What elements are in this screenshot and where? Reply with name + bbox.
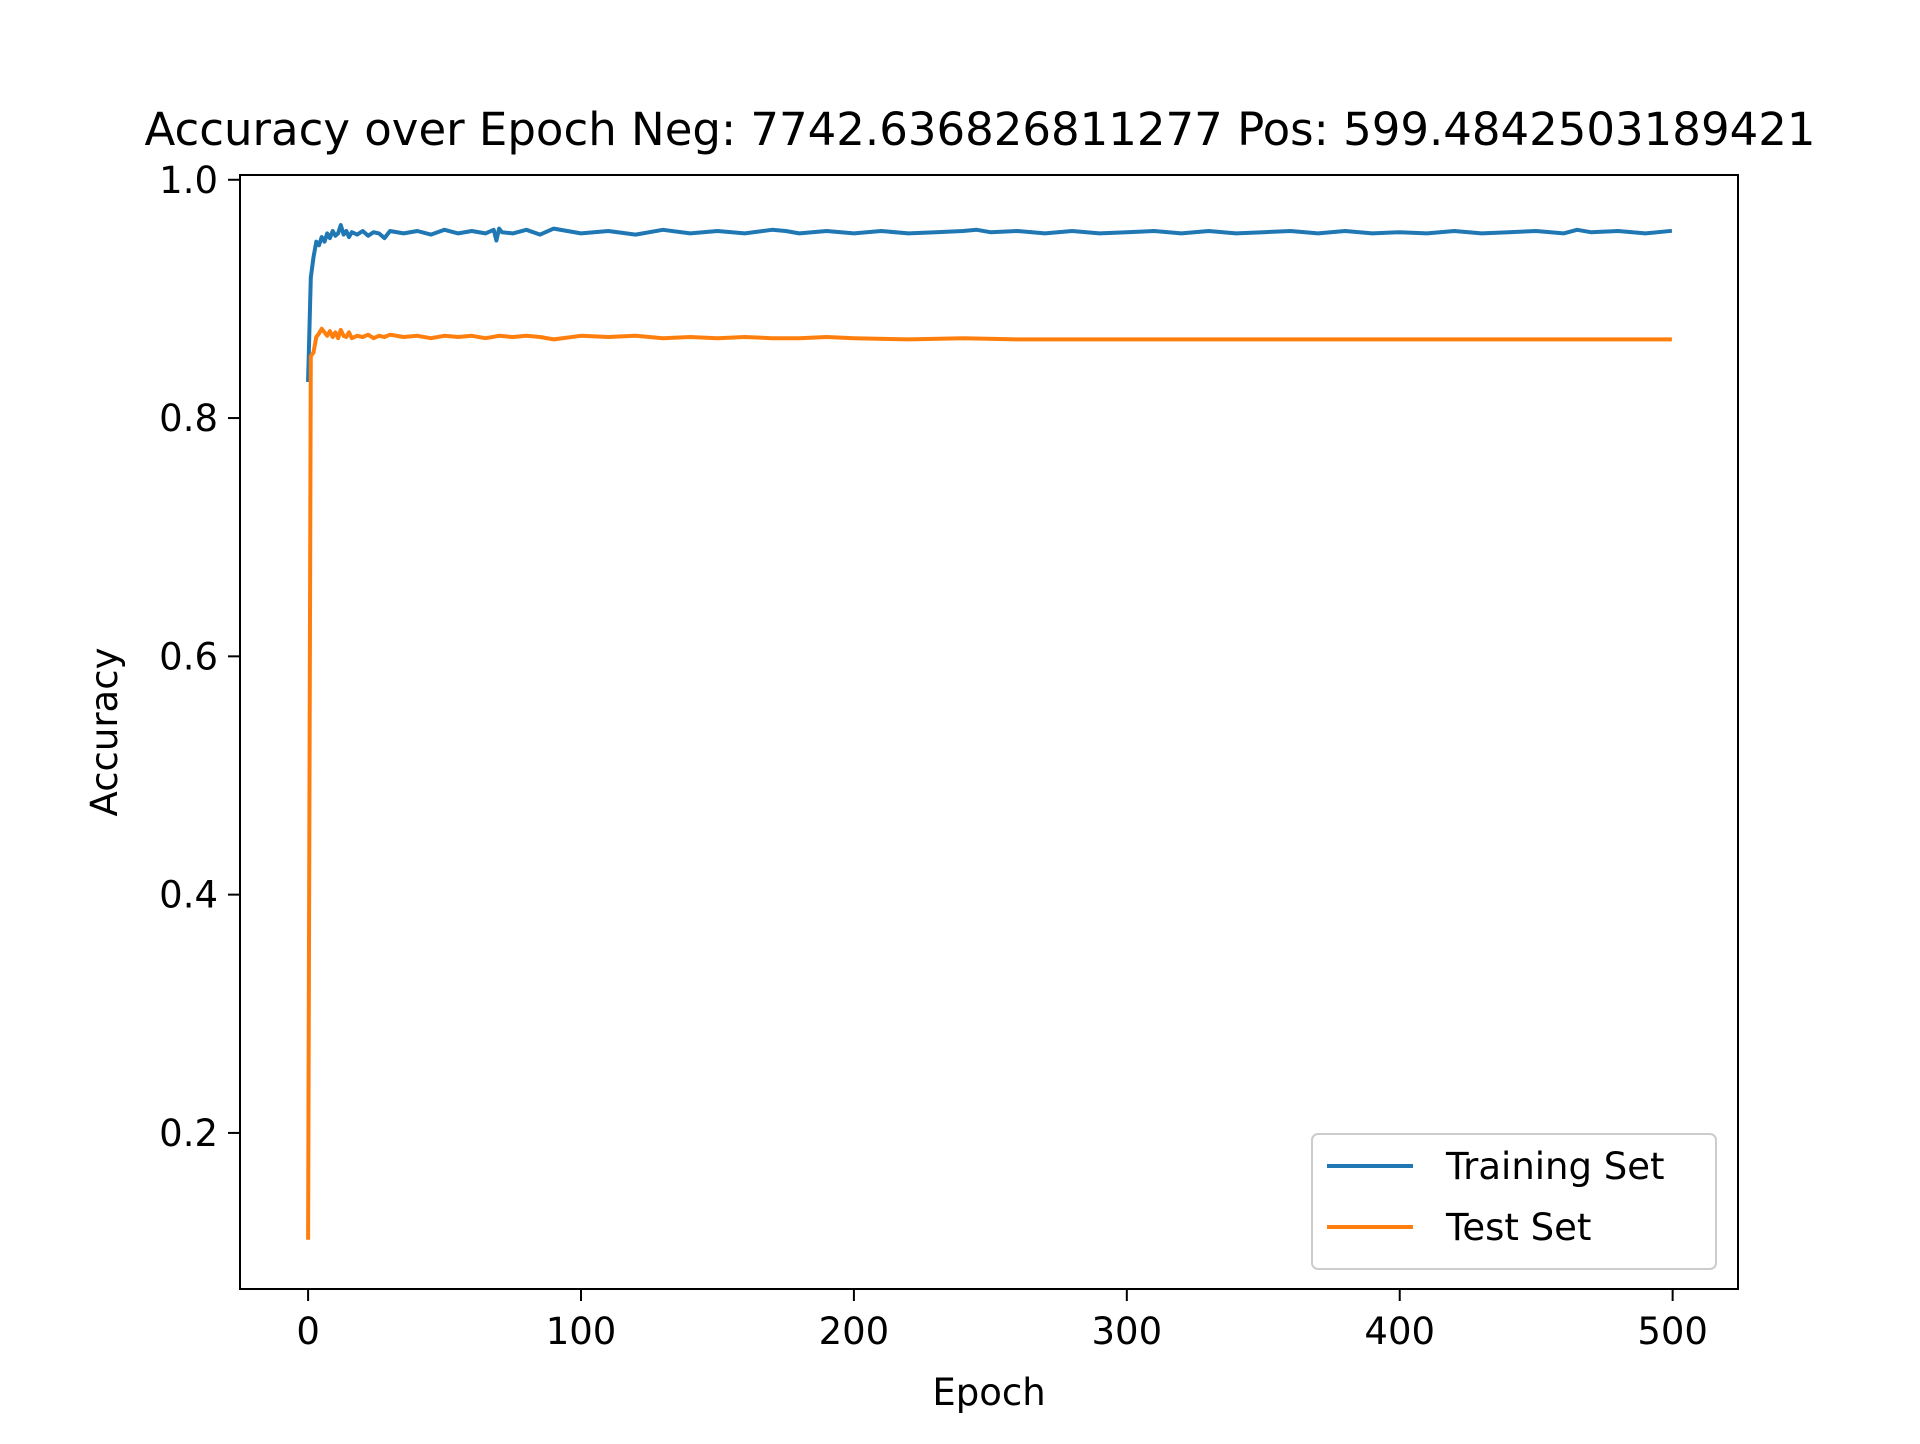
series-layer	[306, 223, 1673, 1240]
chart-title: Accuracy over Epoch Neg: 7742.6368268112…	[145, 103, 1816, 156]
training-set-line	[306, 223, 1673, 382]
y-tick-label: 0.4	[159, 874, 218, 917]
y-tick-label: 0.2	[159, 1112, 218, 1155]
legend: Training Set Test Set	[1311, 1133, 1717, 1270]
y-axis: 0.2 0.4 0.6 0.8 1.0	[159, 159, 240, 1155]
y-tick-label: 1.0	[159, 159, 218, 202]
x-tick-label: 100	[546, 1310, 617, 1353]
legend-entries: Training Set Test Set	[1327, 1145, 1665, 1249]
plot-area	[239, 174, 1739, 1290]
x-tick-label: 300	[1092, 1310, 1163, 1353]
y-tick-label: 0.8	[159, 397, 218, 440]
x-tick-label: 0	[296, 1310, 320, 1353]
x-tick-label: 400	[1364, 1310, 1435, 1353]
y-tick-label: 0.6	[159, 635, 218, 678]
legend-test-set-label: Test Set	[1445, 1206, 1591, 1249]
x-axis: 0 100 200 300 400 500	[296, 1289, 1708, 1353]
x-axis-label: Epoch	[932, 1371, 1045, 1414]
x-tick-label: 500	[1637, 1310, 1708, 1353]
test-set-line	[306, 326, 1672, 1240]
y-axis-label: Accuracy	[83, 648, 126, 817]
x-tick-label: 200	[819, 1310, 890, 1353]
plot-frame	[239, 174, 1739, 1290]
legend-training-set-label: Training Set	[1445, 1145, 1665, 1188]
